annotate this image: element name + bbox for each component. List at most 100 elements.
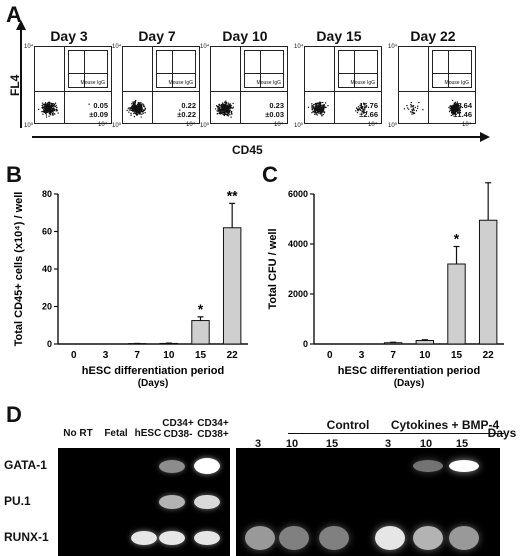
gel-band <box>194 531 220 545</box>
y-axis-title: Total CD45+ cells (x10⁴) / well <box>13 192 25 347</box>
inset-label: Mouse IgG <box>169 80 193 86</box>
gel-band <box>245 526 275 550</box>
gel-band <box>159 531 185 545</box>
bar <box>384 343 401 344</box>
y-tick-label: 4000 <box>288 239 308 249</box>
x-tick-label: 22 <box>227 350 239 361</box>
isotype-control-inset: Mouse IgG <box>432 50 472 88</box>
bar <box>192 321 209 344</box>
gel-row-label: GATA-1 <box>4 458 47 472</box>
x-tick-label: 0 <box>327 350 333 361</box>
cd45-percentage: 0.22±0.22 <box>177 101 196 119</box>
gel-band <box>279 526 309 550</box>
flow-plot: Mouse IgG 0.23±0.03 <box>210 46 288 124</box>
y-tick-label: 0 <box>303 339 308 349</box>
control-group-label: Control <box>318 418 378 432</box>
x-axis-title: hESC differentiation period <box>82 365 224 377</box>
significance-marker: * <box>454 231 460 247</box>
gel-band <box>159 460 185 473</box>
tick-label: 10⁴ <box>112 44 121 50</box>
inset-label: Mouse IgG <box>351 80 375 86</box>
y-tick-label: 60 <box>42 227 52 237</box>
day-label: Day 10 <box>202 28 288 44</box>
gel-band <box>319 526 349 550</box>
gel-row-right <box>236 484 500 520</box>
tick-label: 10⁴ <box>462 122 471 128</box>
gel-band <box>413 526 443 550</box>
x-tick-label: 15 <box>195 350 207 361</box>
y-axis-title: Total CFU / well <box>267 228 279 309</box>
day-label: Day 7 <box>114 28 200 44</box>
x-tick-label: 10 <box>419 350 431 361</box>
isotype-control-inset: Mouse IgG <box>156 50 196 88</box>
gel-row-label: RUNX-1 <box>4 530 49 544</box>
tick-label: 10⁴ <box>274 122 283 128</box>
panel-letter-d: D <box>6 402 22 428</box>
tick-label: 10⁰ <box>388 122 397 129</box>
bar <box>416 341 433 345</box>
x-axis-subtitle: (Days) <box>138 378 169 389</box>
bar <box>223 228 240 344</box>
cd45-percentage: 0.05±0.09 <box>89 101 108 119</box>
flow-plot: Mouse IgG 15.76±2.66 <box>304 46 382 124</box>
isotype-control-inset: Mouse IgG <box>68 50 108 88</box>
flow-x-axis-arrow <box>30 130 490 144</box>
x-tick-label: 10 <box>163 350 175 361</box>
tick-label: 10⁰ <box>200 122 209 129</box>
tick-label: 10⁴ <box>200 44 209 50</box>
x-tick-label: 15 <box>451 350 463 361</box>
day-label: Day 15 <box>296 28 382 44</box>
tick-label: 10⁴ <box>388 44 397 50</box>
flow-plot: Mouse IgG 0.05±0.09 <box>34 46 112 124</box>
day-label: Day 22 <box>390 28 476 44</box>
lane-label: CD34+ CD38- <box>158 418 198 440</box>
y-tick-label: 20 <box>42 302 52 312</box>
x-tick-label: 22 <box>483 350 495 361</box>
bar <box>448 264 465 344</box>
x-tick-label: 0 <box>71 350 77 361</box>
gel-band <box>413 460 443 472</box>
days-label: Days <box>484 426 520 440</box>
x-tick-label: 7 <box>134 350 140 361</box>
y-tick-label: 0 <box>47 339 52 349</box>
y-tick-label: 40 <box>42 264 52 274</box>
isotype-control-inset: Mouse IgG <box>338 50 378 88</box>
gel-row-label: PU.1 <box>4 494 31 508</box>
bar <box>479 220 496 344</box>
inset-label: Mouse IgG <box>257 80 281 86</box>
gel-band <box>131 531 157 545</box>
y-tick-label: 6000 <box>288 189 308 199</box>
x-axis-title: hESC differentiation period <box>338 365 480 377</box>
cd45-percentage: 0.23±0.03 <box>265 101 284 119</box>
flow-y-axis-arrow <box>14 20 28 130</box>
significance-marker: * <box>485 180 491 183</box>
gel-band <box>159 495 185 509</box>
tick-label: 10⁰ <box>294 122 303 129</box>
lane-label: CD34+ CD38+ <box>193 418 233 440</box>
y-tick-label: 2000 <box>288 289 308 299</box>
gel-band <box>194 458 220 474</box>
x-tick-label: 3 <box>359 350 365 361</box>
day-label: Day 3 <box>26 28 112 44</box>
significance-marker: ** <box>227 187 238 203</box>
x-axis-subtitle: (Days) <box>394 378 425 389</box>
x-tick-label: 7 <box>390 350 396 361</box>
x-tick-label: 3 <box>103 350 109 361</box>
gel-band <box>375 526 405 550</box>
inset-label: Mouse IgG <box>445 80 469 86</box>
flow-plot: Mouse IgG 0.22±0.22 <box>122 46 200 124</box>
tick-label: 10⁴ <box>98 122 107 128</box>
y-tick-label: 80 <box>42 189 52 199</box>
flow-x-axis-label: CD45 <box>232 143 263 157</box>
tick-label: 10⁴ <box>368 122 377 128</box>
inset-label: Mouse IgG <box>81 80 105 86</box>
cd45-percentage: 15.76±2.66 <box>359 101 378 119</box>
significance-marker: * <box>198 301 204 317</box>
isotype-control-inset: Mouse IgG <box>244 50 284 88</box>
tick-label: 10⁴ <box>186 122 195 128</box>
gel-band <box>449 526 479 550</box>
lane-label: No RT <box>60 428 96 439</box>
